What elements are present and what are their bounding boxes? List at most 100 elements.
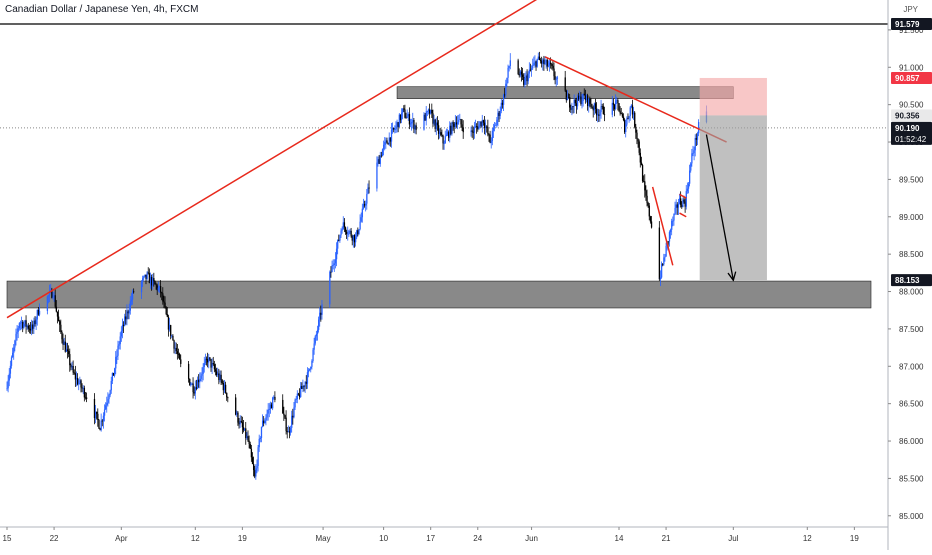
candle-body <box>553 68 555 77</box>
candle-body <box>313 343 315 350</box>
candle-body <box>350 230 352 237</box>
price-label-bg <box>891 17 932 30</box>
candle-body <box>693 150 695 154</box>
x-tick-label: 17 <box>426 534 435 543</box>
candle-body <box>122 324 125 326</box>
candle-body <box>105 405 107 410</box>
candle-body <box>352 235 355 241</box>
candle-body <box>115 356 117 369</box>
x-tick-label: 22 <box>50 534 59 543</box>
candle-body <box>107 399 109 403</box>
y-tick-label: 86.000 <box>899 437 924 446</box>
candle-body <box>570 107 572 110</box>
candle-body <box>108 395 110 400</box>
candle-body <box>674 208 676 214</box>
candle-body <box>626 118 628 125</box>
y-tick-label: 88.500 <box>899 250 924 259</box>
candle-body <box>521 74 524 77</box>
candle-body <box>213 364 216 370</box>
candle-body <box>366 194 368 204</box>
candle-body <box>591 106 593 108</box>
candle-body <box>315 334 318 337</box>
candle-body <box>48 291 51 296</box>
candle-body <box>376 162 378 189</box>
candle-body <box>565 90 568 101</box>
candle-body <box>157 287 160 291</box>
candle-body <box>650 221 653 228</box>
horizontal-lines-layer <box>0 23 888 129</box>
candle-body <box>632 112 635 115</box>
candle-body <box>451 122 453 134</box>
candle-body <box>163 301 165 303</box>
candle-body <box>629 107 631 117</box>
candle-body <box>687 183 690 189</box>
candle-body <box>242 427 245 431</box>
candle-body <box>669 229 672 233</box>
candle-body <box>180 359 182 364</box>
candle-body <box>314 336 316 344</box>
candle-body <box>126 311 128 320</box>
candle-body <box>530 68 533 71</box>
x-tick-label: 19 <box>850 534 859 543</box>
candle-body <box>316 329 319 335</box>
flag-line-1 <box>651 186 674 266</box>
candle-body <box>65 349 68 352</box>
candle-body <box>696 133 699 140</box>
candle-body <box>140 281 143 293</box>
candle-body <box>444 136 446 144</box>
candle-body <box>405 117 407 119</box>
candle-body <box>597 114 599 116</box>
candle-body <box>534 61 536 63</box>
candle-body <box>460 119 462 125</box>
candle-body <box>52 296 54 298</box>
candle-body <box>23 323 25 328</box>
take-profit-zone <box>699 115 767 281</box>
candle-body <box>177 353 180 355</box>
candle-body <box>212 363 214 365</box>
candle-body <box>508 66 510 68</box>
candle-body <box>672 220 674 222</box>
candle-body <box>683 199 685 202</box>
candle-body <box>402 108 404 113</box>
position-layer <box>699 77 767 282</box>
price-label: 90.190 <box>895 124 920 133</box>
candle-body <box>539 60 542 62</box>
candle-body <box>106 402 108 406</box>
candle-body <box>589 98 591 104</box>
candle-body <box>676 204 678 208</box>
candle-body <box>601 106 603 108</box>
candle-body <box>636 132 638 139</box>
candle-body <box>96 411 98 414</box>
candle-body <box>393 128 395 130</box>
candle-body <box>216 371 218 375</box>
candle-body <box>147 272 149 274</box>
candle-body <box>143 276 145 279</box>
candle-body <box>360 217 362 222</box>
candle-body <box>321 304 323 315</box>
candle-body <box>121 324 124 331</box>
price-label: 90.356 <box>895 111 920 120</box>
candle-body <box>588 98 590 106</box>
price-label-bg <box>891 121 932 145</box>
candle-body <box>483 122 486 128</box>
candle-body <box>254 470 256 477</box>
candle-body <box>120 330 123 337</box>
candle-body <box>538 56 541 61</box>
x-tick-label: 19 <box>238 534 247 543</box>
candle-body <box>694 137 696 151</box>
candle-body <box>567 97 570 98</box>
candle-body <box>556 77 559 79</box>
candle-body <box>413 119 415 130</box>
candle-body <box>84 397 87 399</box>
candle-body <box>221 380 223 383</box>
candle-body <box>269 404 272 410</box>
candle-body <box>458 119 460 123</box>
trendlines-layer <box>6 0 727 319</box>
candle-body <box>210 359 212 368</box>
candle-body <box>303 385 305 387</box>
candle-body <box>250 448 253 458</box>
candle-body <box>176 351 179 354</box>
candle-body <box>437 125 440 134</box>
candle-body <box>678 198 681 204</box>
